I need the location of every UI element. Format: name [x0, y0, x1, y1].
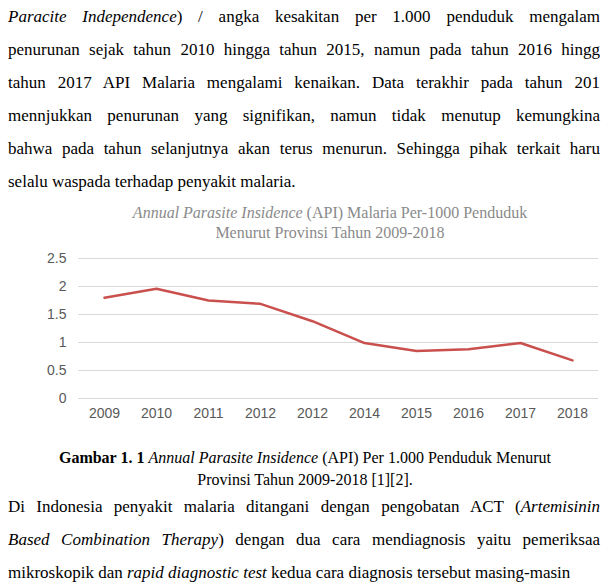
- html-text:Di Indonesia penyakit malaria: Di Indonesia penyakit malaria ditangani …: [8, 497, 600, 516]
- svg-text:2014: 2014: [349, 405, 380, 421]
- svg-text:2015: 2015: [401, 405, 432, 421]
- html-text:Based Combination Therapy) den: Based Combination Therapy) dengan dua ca…: [8, 530, 600, 549]
- svg-text:2009: 2009: [89, 405, 120, 421]
- svg-text:2.5: 2.5: [47, 250, 67, 266]
- html-text:tahun 2017 API Malaria mengala: tahun 2017 API Malaria mengalami kenaika…: [8, 73, 600, 92]
- svg-text:0: 0: [59, 390, 67, 406]
- html-text:Provinsi Tahun 2009-2018 [1][2: Provinsi Tahun 2009-2018 [1][2].: [197, 471, 413, 488]
- svg-text:1: 1: [59, 334, 67, 350]
- svg-text:2011: 2011: [193, 405, 223, 421]
- svg-text:2017: 2017: [505, 405, 536, 421]
- html-text:Gambar 1. 1 Annual Parasite In: Gambar 1. 1 Annual Parasite Insidence (A…: [58, 449, 551, 466]
- html-text:Annual Parasite Insidence (API: Annual Parasite Insidence (API) Malaria …: [132, 204, 528, 221]
- html-text:bahwa pada tahun selanjutnya a: bahwa pada tahun selanjutnya akan terus …: [8, 139, 600, 158]
- html-text:selalu waspada terhadap penyak: selalu waspada terhadap penyakit malaria…: [8, 172, 296, 191]
- svg-text:2012: 2012: [245, 405, 276, 421]
- svg-text:2018: 2018: [557, 405, 588, 421]
- html-text:mikroskopik dan rapid diagnost: mikroskopik dan rapid diagnostic test ke…: [8, 563, 571, 582]
- html-text:mennjukkan penurunan yang sign: mennjukkan penurunan yang signifikan, na…: [8, 106, 600, 125]
- svg-text:1.5: 1.5: [47, 306, 67, 322]
- svg-text:0.5: 0.5: [47, 362, 67, 378]
- svg-text:2016: 2016: [453, 405, 484, 421]
- svg-text:2012: 2012: [297, 405, 328, 421]
- html-text:penurunan sejak tahun 2010 hin: penurunan sejak tahun 2010 hingga tahun …: [8, 40, 600, 59]
- html-text:Paracite Independence) / angka: Paracite Independence) / angka kesakitan…: [8, 7, 600, 26]
- html-text:Menurut Provinsi Tahun 2009-20: Menurut Provinsi Tahun 2009-2018: [215, 224, 445, 241]
- svg-text:2: 2: [59, 278, 67, 294]
- svg-text:2010: 2010: [141, 405, 172, 421]
